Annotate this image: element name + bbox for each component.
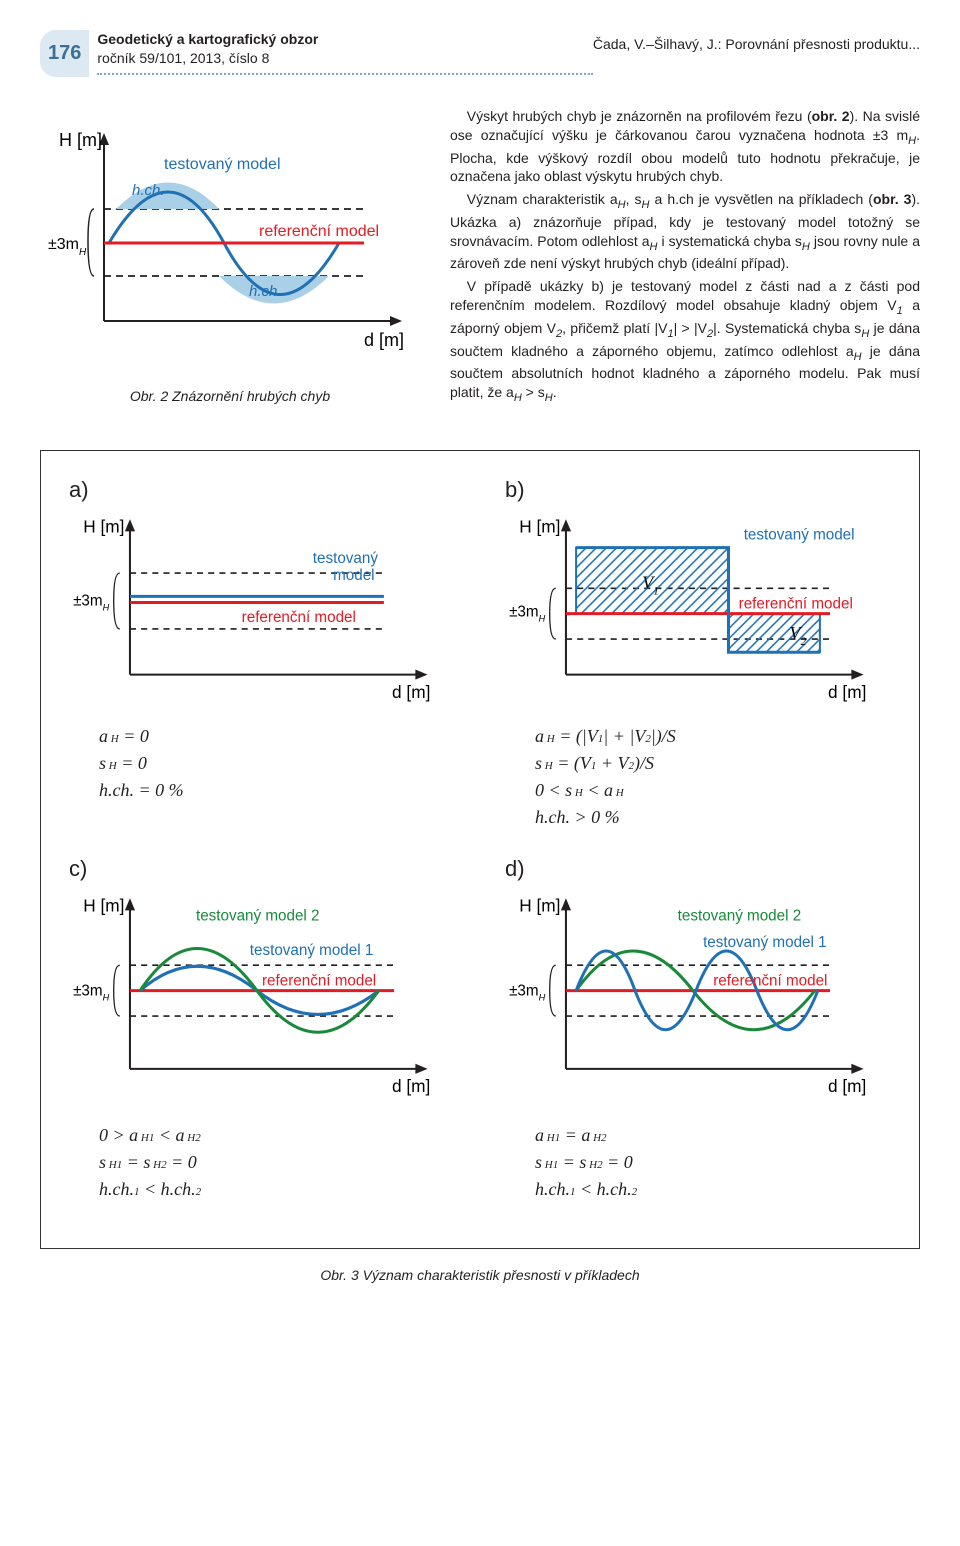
svg-text:H [m]: H [m] — [83, 895, 124, 915]
svg-text:±3mH: ±3mH — [509, 983, 546, 1003]
panel-d: d) H [m] d [m] ±3mH — [505, 856, 891, 1203]
hch-label-top: h.ch. — [132, 182, 165, 199]
svg-text:d [m]: d [m] — [392, 682, 430, 702]
figure-3-caption: Obr. 3 Význam charakteristik přesnosti v… — [40, 1267, 920, 1283]
svg-text:testovaný model 2: testovaný model 2 — [196, 907, 320, 924]
svg-text:d [m]: d [m] — [828, 682, 866, 702]
panel-d-equations: a H1 = a H2 s H1 = s H2 = 0 h.ch.1 < h.c… — [535, 1122, 891, 1203]
figure-2-caption: Obr. 2 Znázornění hrubých chyb — [40, 388, 420, 404]
header-rule — [97, 73, 593, 75]
band-label: ±3mH — [48, 236, 87, 258]
article-authors: Čada, V.–Šilhavý, J.: Porovnání přesnost… — [593, 30, 920, 52]
page-number: 176 — [40, 30, 89, 77]
x-axis-label: d [m] — [364, 330, 404, 350]
figure-2: H [m] d [m] ±3mH testovaný — [40, 107, 420, 378]
panel-b-label: b) — [505, 477, 891, 503]
svg-text:referenční model: referenční model — [713, 972, 827, 989]
svg-text:testovaný model 1: testovaný model 1 — [250, 942, 374, 959]
publication-info: Geodetický a kartografický obzor ročník … — [97, 30, 593, 75]
svg-text:d [m]: d [m] — [828, 1076, 866, 1096]
panel-a-label: a) — [69, 477, 455, 503]
y-axis-label: H [m] — [59, 130, 102, 150]
publication-issue: ročník 59/101, 2013, číslo 8 — [97, 49, 593, 68]
body-text: Výskyt hrubých chyb je znázorněn na prof… — [450, 107, 920, 410]
svg-text:H [m]: H [m] — [519, 516, 560, 536]
legend-tested: testovaný model — [164, 156, 281, 173]
legend-reference: referenční model — [259, 223, 379, 240]
svg-text:d [m]: d [m] — [392, 1076, 430, 1096]
panel-c-label: c) — [69, 856, 455, 882]
svg-text:±3mH: ±3mH — [73, 983, 109, 1003]
svg-text:testovaný model: testovaný model — [744, 526, 855, 543]
svg-text:H [m]: H [m] — [519, 895, 560, 915]
svg-text:testovaný model 1: testovaný model 1 — [703, 934, 827, 951]
svg-text:referenční model: referenční model — [262, 972, 376, 989]
svg-text:referenční model: referenční model — [739, 595, 853, 612]
svg-text:±3mH: ±3mH — [509, 603, 546, 623]
panel-c: c) H [m] d [m] ±3mH — [69, 856, 455, 1203]
ref-obr-3: obr. 3 — [873, 191, 911, 207]
svg-text:referenční model: referenční model — [242, 609, 356, 626]
hch-label-bottom: h.ch. — [249, 283, 282, 300]
panel-b-equations: a H = (|V1| + |V2|)/S s H = (V1 + V2)/S … — [535, 723, 891, 831]
panel-d-label: d) — [505, 856, 891, 882]
svg-text:testovaný model 2: testovaný model 2 — [678, 907, 802, 924]
panel-a: a) H [m] d [m] ±3mH testovaný model — [69, 477, 455, 831]
panel-c-equations: 0 > a H1 < a H2 s H1 = s H2 = 0 h.ch.1 <… — [99, 1122, 455, 1203]
publication-title: Geodetický a kartografický obzor — [97, 30, 593, 49]
panel-a-equations: a H = 0 s H = 0 h.ch. = 0 % — [99, 723, 455, 804]
page-header: 176 Geodetický a kartografický obzor roč… — [40, 30, 920, 77]
svg-text:model: model — [333, 567, 374, 584]
figure-3-panel: a) H [m] d [m] ±3mH testovaný model — [40, 450, 920, 1250]
svg-text:H [m]: H [m] — [83, 516, 124, 536]
panel-b: b) H [m] d [m] ±3mH — [505, 477, 891, 831]
svg-text:testovaný: testovaný — [313, 550, 379, 567]
svg-text:±3mH: ±3mH — [73, 592, 109, 612]
ref-obr-2: obr. 2 — [812, 108, 850, 124]
